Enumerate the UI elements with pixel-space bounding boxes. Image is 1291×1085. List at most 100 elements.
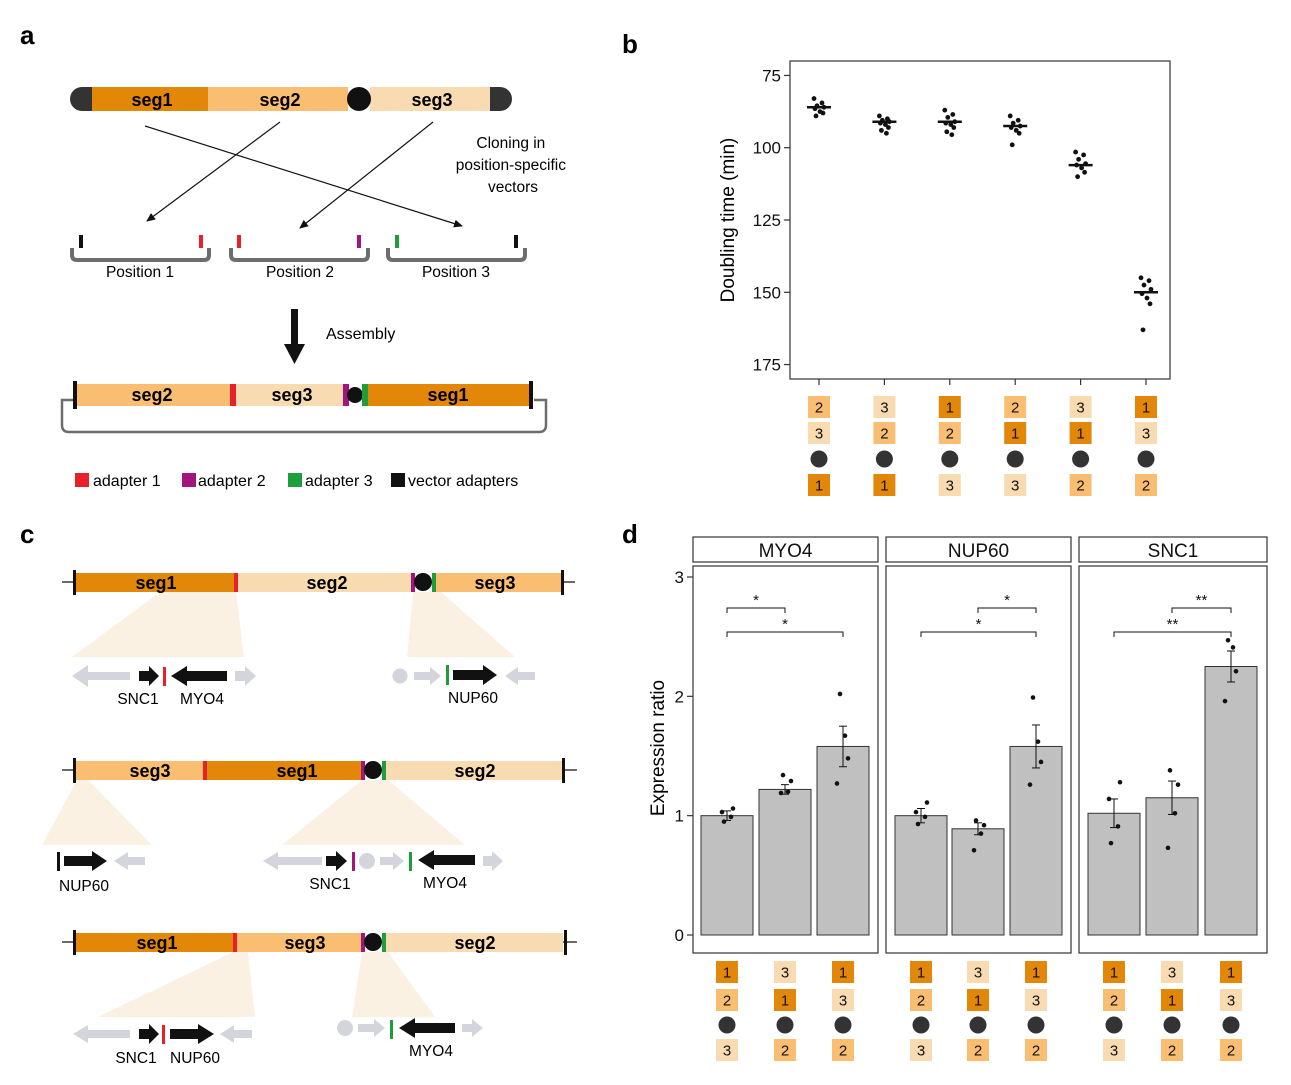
config-centromere <box>1222 1016 1240 1034</box>
gene-label-snc1: SNC1 <box>117 691 158 708</box>
config-seg-number: 1 <box>1076 426 1084 443</box>
chromosome-seg2-label: seg2 <box>259 90 300 110</box>
config-centromere <box>776 1016 794 1034</box>
config-seg-box <box>1025 1039 1047 1061</box>
panel-c-row-3: seg1 seg3 seg2 SNC1 NUP60 MYO4 <box>62 930 577 1067</box>
adapter-3-mark <box>382 933 386 952</box>
row3-seg3 <box>237 933 362 952</box>
doubling-x-ticks <box>818 379 1147 385</box>
neighbor-gene-arrow <box>73 1025 130 1043</box>
replicate-point <box>730 806 736 811</box>
adapter-1-mark <box>234 573 238 592</box>
replicate-point <box>1027 782 1033 787</box>
neighbor-gene-arrow <box>220 1025 252 1043</box>
config-seg-box <box>1004 474 1027 496</box>
config-centromere <box>1027 1016 1045 1034</box>
cloning-caption-line-3: vectors <box>488 179 538 196</box>
facet-nup60: NUP60 * * 1 2 3 3 1 2 1 3 2 <box>885 536 1072 1061</box>
config-seg-box <box>774 989 796 1011</box>
config-seg-number: 2 <box>839 1043 847 1060</box>
legend-adapter-1: adapter 1 <box>93 473 161 490</box>
replicate-point <box>1175 782 1181 787</box>
config-seg-box <box>808 422 830 444</box>
cloning-arrow-seg1 <box>144 125 463 228</box>
legend-swatch-adapter-2 <box>182 473 196 487</box>
doubling-point <box>1007 113 1013 119</box>
facet-title: SNC1 <box>1148 541 1199 562</box>
replicate-point <box>981 822 987 828</box>
doubling-point <box>1016 130 1022 136</box>
replicate-point <box>1030 695 1036 700</box>
config-seg-box <box>1161 1039 1183 1061</box>
gene-label-myo4: MYO4 <box>423 875 467 892</box>
config-seg-box <box>1103 989 1125 1011</box>
config-seg-box <box>774 961 796 983</box>
config-seg-box <box>873 474 896 496</box>
replicate-point <box>778 790 784 796</box>
centromere-faded <box>359 853 375 869</box>
config-seg-number: 2 <box>880 426 888 443</box>
myo4-gene-arrow <box>171 666 227 686</box>
config-seg-number: 2 <box>1032 1043 1040 1060</box>
expression-bar <box>816 745 870 936</box>
config-seg-box <box>873 396 896 418</box>
position-2-label: Position 2 <box>266 264 334 281</box>
replicate-point <box>1167 768 1173 773</box>
adapter-3-mark <box>446 665 449 685</box>
adapter-3-mark <box>395 235 399 248</box>
config-seg-box <box>1103 1039 1125 1061</box>
config-seg-number: 2 <box>1110 993 1118 1010</box>
replicate-point <box>1035 739 1041 744</box>
assembled-seg3-label: seg3 <box>271 385 312 405</box>
panel-c: c seg1 seg2 seg3 SNC1 MYO4 <box>20 519 577 1067</box>
nup60-gene-arrow <box>64 851 107 871</box>
config-seg-box <box>832 1039 854 1061</box>
significance-bracket <box>726 631 844 637</box>
config-seg-box <box>1220 989 1242 1011</box>
row3-seg1-label: seg1 <box>136 933 177 953</box>
significance-stars: ** <box>1196 592 1208 609</box>
config-centromere <box>912 1016 930 1034</box>
vector-adapter-mark <box>514 235 518 248</box>
expression-bar <box>951 828 1005 936</box>
doubling-point <box>951 125 957 130</box>
doubling-point <box>1079 165 1084 171</box>
replicate-point <box>785 789 791 795</box>
replicate-point <box>719 809 725 815</box>
adapter-1-mark <box>163 667 166 686</box>
position-1-label: Position 1 <box>106 264 174 281</box>
cloning-caption-line-2: position-specific <box>456 157 567 174</box>
adapter-3-mark <box>409 852 412 871</box>
config-seg-box <box>1220 1039 1242 1061</box>
assembly-arrow-shaft <box>291 309 298 345</box>
config-seg-box <box>1069 422 1092 444</box>
centromere <box>347 87 371 111</box>
config-seg-number: 1 <box>815 478 823 495</box>
replicate-point <box>1117 779 1123 785</box>
expression-bar <box>1087 812 1141 936</box>
neighbor-gene-arrow <box>483 851 503 871</box>
doubling-point <box>1015 117 1021 123</box>
adapter-1-mark <box>230 384 236 406</box>
row3-seg2-label: seg2 <box>454 933 495 953</box>
doubling-point <box>1146 278 1152 284</box>
config-seg-number: 2 <box>815 400 823 417</box>
assembled-seg1-label: seg1 <box>427 385 468 405</box>
expression-facets: MYO4**123312132NUP60**123312132SNC1****1… <box>692 536 1268 1061</box>
gene-label-myo4: MYO4 <box>409 1043 453 1060</box>
config-seg-box <box>967 961 989 983</box>
position-vector-2: Position 2 <box>229 235 370 281</box>
replicate-point <box>1233 668 1239 674</box>
row3-seg3-label: seg3 <box>284 933 325 953</box>
assembled-seg2-label: seg2 <box>131 385 172 405</box>
config-seg-number: 3 <box>781 965 789 982</box>
gene-label-snc1: SNC1 <box>115 1050 156 1067</box>
adapter-2-mark <box>411 573 415 592</box>
row2-seg1-label: seg1 <box>276 761 317 781</box>
expression-bar <box>758 788 812 936</box>
config-seg-box <box>938 474 961 496</box>
config-seg-box <box>1135 422 1157 444</box>
significance-bracket <box>1113 631 1232 637</box>
replicate-point <box>915 821 921 827</box>
replicate-point <box>971 847 977 853</box>
